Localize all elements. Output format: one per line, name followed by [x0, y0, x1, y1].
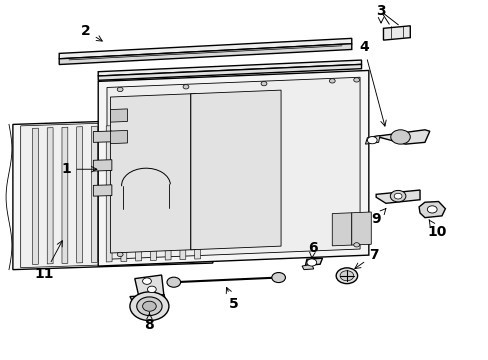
Circle shape [271, 273, 285, 283]
Circle shape [393, 193, 401, 199]
Polygon shape [13, 118, 212, 270]
Polygon shape [418, 202, 445, 218]
Text: 4: 4 [358, 40, 386, 126]
Polygon shape [130, 295, 166, 306]
Text: 2: 2 [81, 24, 102, 41]
Circle shape [353, 78, 359, 82]
Polygon shape [302, 264, 313, 270]
Polygon shape [165, 124, 171, 260]
Polygon shape [190, 90, 281, 250]
Circle shape [183, 85, 188, 89]
Circle shape [261, 81, 266, 86]
Polygon shape [365, 135, 379, 144]
Circle shape [137, 297, 162, 316]
Polygon shape [370, 130, 429, 144]
Circle shape [166, 277, 180, 287]
Polygon shape [98, 60, 361, 76]
Polygon shape [98, 71, 368, 266]
Polygon shape [93, 185, 112, 196]
Circle shape [117, 87, 123, 91]
Polygon shape [107, 77, 359, 259]
Circle shape [306, 259, 316, 266]
Polygon shape [47, 128, 53, 264]
Polygon shape [305, 258, 322, 265]
Polygon shape [331, 213, 351, 246]
Polygon shape [180, 123, 185, 260]
Circle shape [339, 271, 353, 281]
Text: 11: 11 [35, 241, 62, 281]
Polygon shape [106, 126, 112, 262]
Polygon shape [93, 160, 112, 171]
Polygon shape [194, 123, 200, 259]
Polygon shape [98, 64, 361, 80]
Text: 7: 7 [354, 248, 378, 269]
Text: 8: 8 [144, 313, 154, 332]
Polygon shape [20, 120, 204, 268]
Polygon shape [59, 44, 351, 64]
Polygon shape [136, 125, 141, 261]
Polygon shape [77, 127, 82, 263]
Polygon shape [351, 212, 370, 245]
Polygon shape [190, 94, 195, 250]
Text: 1: 1 [61, 162, 97, 176]
Circle shape [335, 268, 357, 284]
Circle shape [353, 243, 359, 247]
Circle shape [366, 136, 376, 144]
Polygon shape [93, 131, 112, 142]
Polygon shape [110, 130, 127, 144]
Polygon shape [32, 128, 38, 264]
Text: 6: 6 [307, 241, 317, 258]
Circle shape [142, 278, 151, 284]
Polygon shape [135, 275, 163, 300]
Circle shape [130, 292, 168, 320]
Text: 10: 10 [427, 220, 446, 239]
Circle shape [117, 252, 123, 257]
Text: 5: 5 [226, 287, 238, 311]
Polygon shape [121, 125, 126, 261]
Polygon shape [59, 39, 351, 59]
Polygon shape [62, 127, 68, 264]
Text: 3: 3 [375, 4, 385, 23]
Polygon shape [110, 109, 127, 122]
Circle shape [329, 79, 334, 83]
Polygon shape [375, 190, 419, 203]
Circle shape [427, 206, 436, 213]
Polygon shape [110, 94, 190, 253]
Text: 9: 9 [370, 208, 385, 226]
Polygon shape [150, 124, 156, 261]
Circle shape [390, 130, 409, 144]
Circle shape [147, 286, 156, 293]
Polygon shape [91, 126, 97, 262]
Polygon shape [383, 26, 409, 40]
Circle shape [389, 190, 405, 202]
Circle shape [142, 301, 156, 311]
